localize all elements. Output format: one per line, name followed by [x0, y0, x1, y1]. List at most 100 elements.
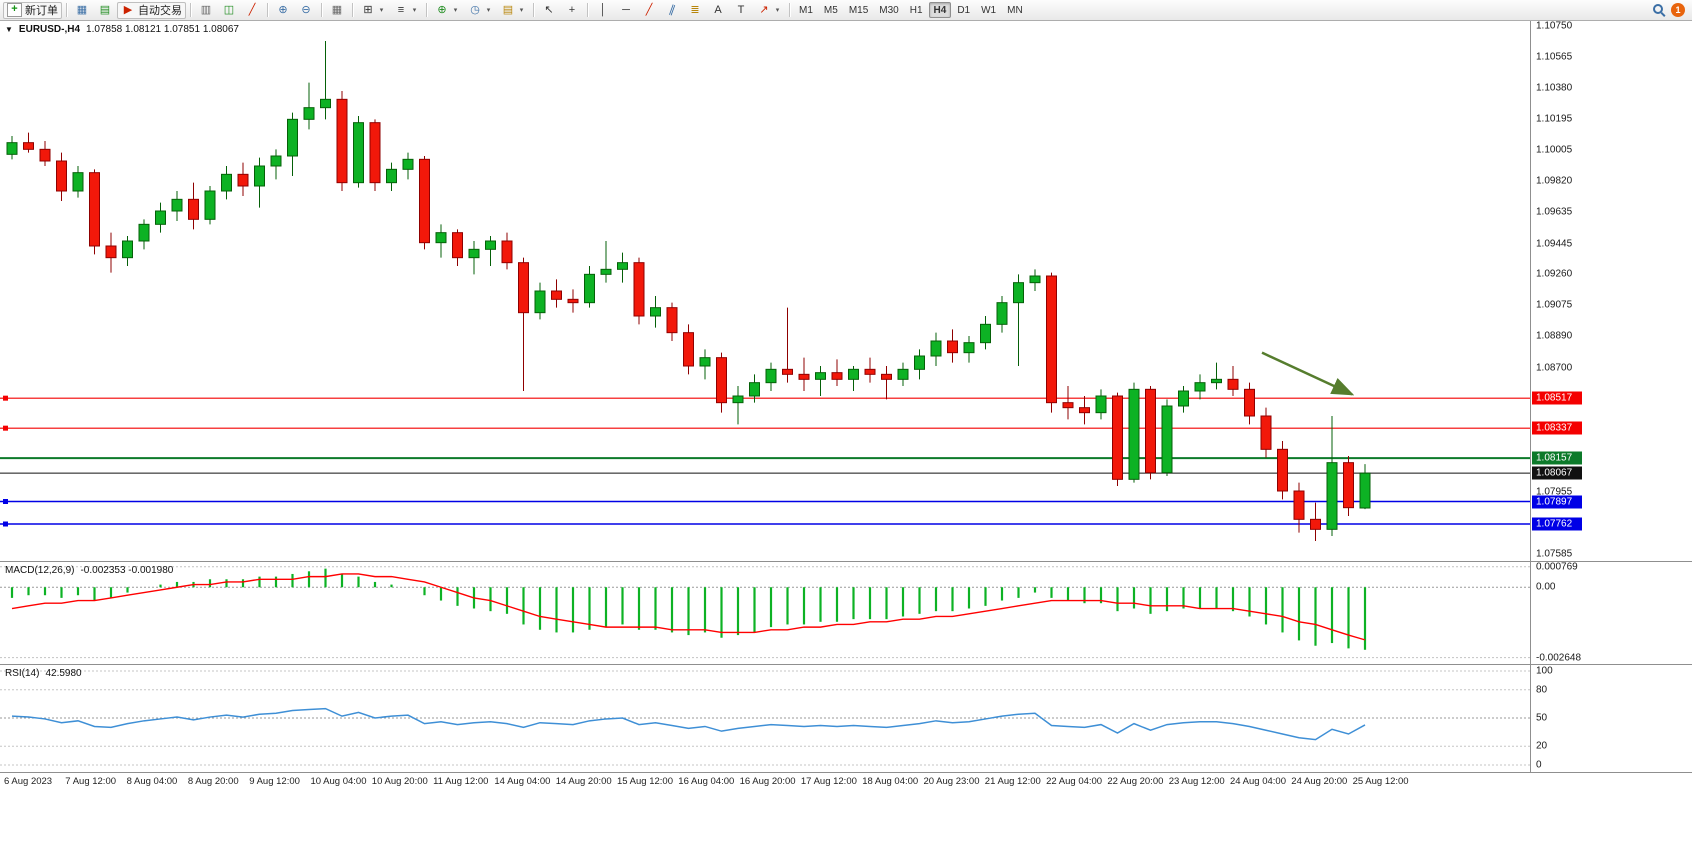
- candle-body: [386, 168, 397, 184]
- chart-symbol-label: EURUSD-,H4: [18, 24, 81, 35]
- time-axis-label: 21 Aug 12:00: [984, 776, 1041, 787]
- macd-axis-label: -0.002648: [1536, 652, 1582, 664]
- price-tick-label: 1.09445: [1536, 238, 1573, 249]
- new-order-button[interactable]: + 新订单: [3, 1, 62, 19]
- horizontal-line-button[interactable]: ─: [615, 2, 637, 19]
- candle-body: [650, 307, 661, 317]
- time-axis-label: 9 Aug 12:00: [249, 776, 300, 787]
- macd-axis[interactable]: 0.000769 0.00 -0.002648: [1530, 561, 1692, 664]
- candle-body: [1095, 395, 1107, 414]
- rsi-panel[interactable]: 100 80 50 20 0 RSI(14) 42.5980: [0, 664, 1692, 772]
- chevron-down-icon: ▾: [486, 7, 491, 14]
- timeframe-h4-button[interactable]: H4: [928, 2, 952, 18]
- arrows-button[interactable]: ↗ ▾: [753, 2, 785, 19]
- indicator-list-button[interactable]: ≡ ▾: [390, 2, 422, 19]
- chevron-down-icon: ▾: [379, 7, 384, 14]
- candle-body: [848, 368, 859, 380]
- candle-body: [1343, 462, 1354, 509]
- crosshair-button[interactable]: +: [561, 2, 583, 19]
- time-axis-label: 25 Aug 12:00: [1352, 776, 1409, 787]
- add-indicator-button[interactable]: ⊕ ▾: [431, 2, 463, 19]
- candle-body: [155, 210, 166, 225]
- candle-body: [1227, 378, 1239, 390]
- timeframe-m1-button[interactable]: M1: [794, 2, 818, 18]
- candle-body: [1112, 395, 1123, 480]
- time-axis[interactable]: 6 Aug 2023 7 Aug 12:00 8 Aug 04:00 8 Aug 20…: [0, 772, 1692, 791]
- price-axis[interactable]: 1.08517 1.08337 1.08157 1.08067 1.07897 1.077…: [1530, 21, 1692, 561]
- candle-body: [303, 107, 315, 120]
- price-chart-panel[interactable]: 1.08517 1.08337 1.08157 1.08067 1.07897 1.077…: [0, 21, 1692, 561]
- trendline-icon: ╱: [645, 3, 653, 16]
- time-axis-label: 15 Aug 12:00: [617, 776, 673, 787]
- fibonacci-button[interactable]: ≣: [684, 2, 706, 19]
- new-chart-button[interactable]: ⊞ ▾: [357, 2, 389, 19]
- channel-button[interactable]: ∥: [661, 2, 683, 19]
- price-tick-label: 1.09635: [1536, 206, 1573, 218]
- rsi-axis[interactable]: 100 80 50 20 0: [1530, 665, 1692, 772]
- candle-body: [221, 173, 232, 192]
- timeframe-mn-button[interactable]: MN: [1002, 2, 1028, 18]
- timeframe-h1-button[interactable]: H1: [905, 2, 928, 18]
- time-axis-label: 8 Aug 20:00: [187, 776, 239, 787]
- candle-body: [452, 232, 463, 259]
- candle-body: [122, 240, 133, 259]
- notification-badge[interactable]: 1: [1671, 3, 1685, 17]
- macd-axis-label: 0.00: [1536, 581, 1556, 593]
- search-icon[interactable]: [1652, 3, 1666, 17]
- rsi-axis-label: 20: [1536, 740, 1548, 752]
- candle-body: [831, 372, 843, 380]
- toolbar-separator: [321, 3, 322, 17]
- macd-panel[interactable]: 0.000769 0.00 -0.002648 MACD(12,26,9) -0.0…: [0, 561, 1692, 664]
- candlestick-plot[interactable]: [0, 21, 1530, 561]
- vertical-line-button[interactable]: │: [592, 2, 614, 19]
- candle-body: [23, 142, 34, 150]
- label-button[interactable]: T: [730, 2, 752, 19]
- bar-chart-button[interactable]: ▥: [195, 2, 217, 19]
- candle-body: [72, 172, 84, 192]
- auto-trading-button[interactable]: ▶ 自动交易: [117, 1, 186, 19]
- cursor-button[interactable]: ↖: [538, 2, 560, 19]
- candle-body: [600, 268, 612, 275]
- time-axis-label: 24 Aug 20:00: [1291, 776, 1348, 787]
- time-axis-label: 14 Aug 04:00: [494, 776, 551, 787]
- tile-windows-button[interactable]: ▦: [326, 2, 348, 19]
- annotation-arrow: [1261, 351, 1355, 396]
- rsi-axis-label: 50: [1536, 712, 1548, 724]
- template-button[interactable]: ▤ ▾: [497, 2, 529, 19]
- candle-body: [39, 148, 51, 162]
- timeframe-m5-button[interactable]: M5: [819, 2, 843, 18]
- navigator-button[interactable]: ▤: [94, 2, 116, 19]
- trendline-button[interactable]: ╱: [638, 2, 660, 19]
- toolbar-separator: [426, 3, 427, 17]
- time-axis-label: 6 Aug 2023: [4, 776, 53, 787]
- period-button[interactable]: ◷ ▾: [464, 2, 496, 19]
- line-handle: [3, 521, 8, 527]
- time-axis-label: 10 Aug 20:00: [371, 776, 428, 787]
- chevron-down-icon: ▾: [412, 7, 417, 14]
- candlestick-button[interactable]: ◫: [218, 2, 240, 19]
- price-tick-label: 1.10005: [1536, 144, 1573, 156]
- price-tick-label: 1.08890: [1536, 330, 1573, 342]
- candle-body: [798, 373, 810, 380]
- timeframe-d1-button[interactable]: D1: [952, 2, 975, 18]
- timeframe-m30-button[interactable]: M30: [874, 2, 903, 18]
- zoom-in-button[interactable]: ⊕: [272, 2, 294, 19]
- zoom-out-icon: ⊖: [301, 3, 311, 16]
- time-axis-label: 8 Aug 04:00: [126, 776, 178, 787]
- candle-body: [996, 302, 1008, 325]
- candle-body: [188, 198, 199, 220]
- text-button[interactable]: A: [707, 2, 729, 19]
- rsi-plot[interactable]: [0, 665, 1530, 771]
- candle-body: [897, 368, 909, 380]
- zoom-out-button[interactable]: ⊖: [295, 2, 317, 19]
- candle-body: [534, 290, 546, 314]
- hline-price-label: 1.08067: [1532, 466, 1582, 480]
- line-chart-button[interactable]: ╱: [241, 2, 263, 19]
- timeframe-w1-button[interactable]: W1: [976, 2, 1001, 18]
- timeframe-m15-button[interactable]: M15: [844, 2, 873, 18]
- text-icon: A: [714, 3, 722, 16]
- macd-plot[interactable]: [0, 562, 1530, 663]
- chart-menu-icon[interactable]: ▼: [5, 25, 13, 34]
- charts-button[interactable]: ▦: [71, 2, 93, 19]
